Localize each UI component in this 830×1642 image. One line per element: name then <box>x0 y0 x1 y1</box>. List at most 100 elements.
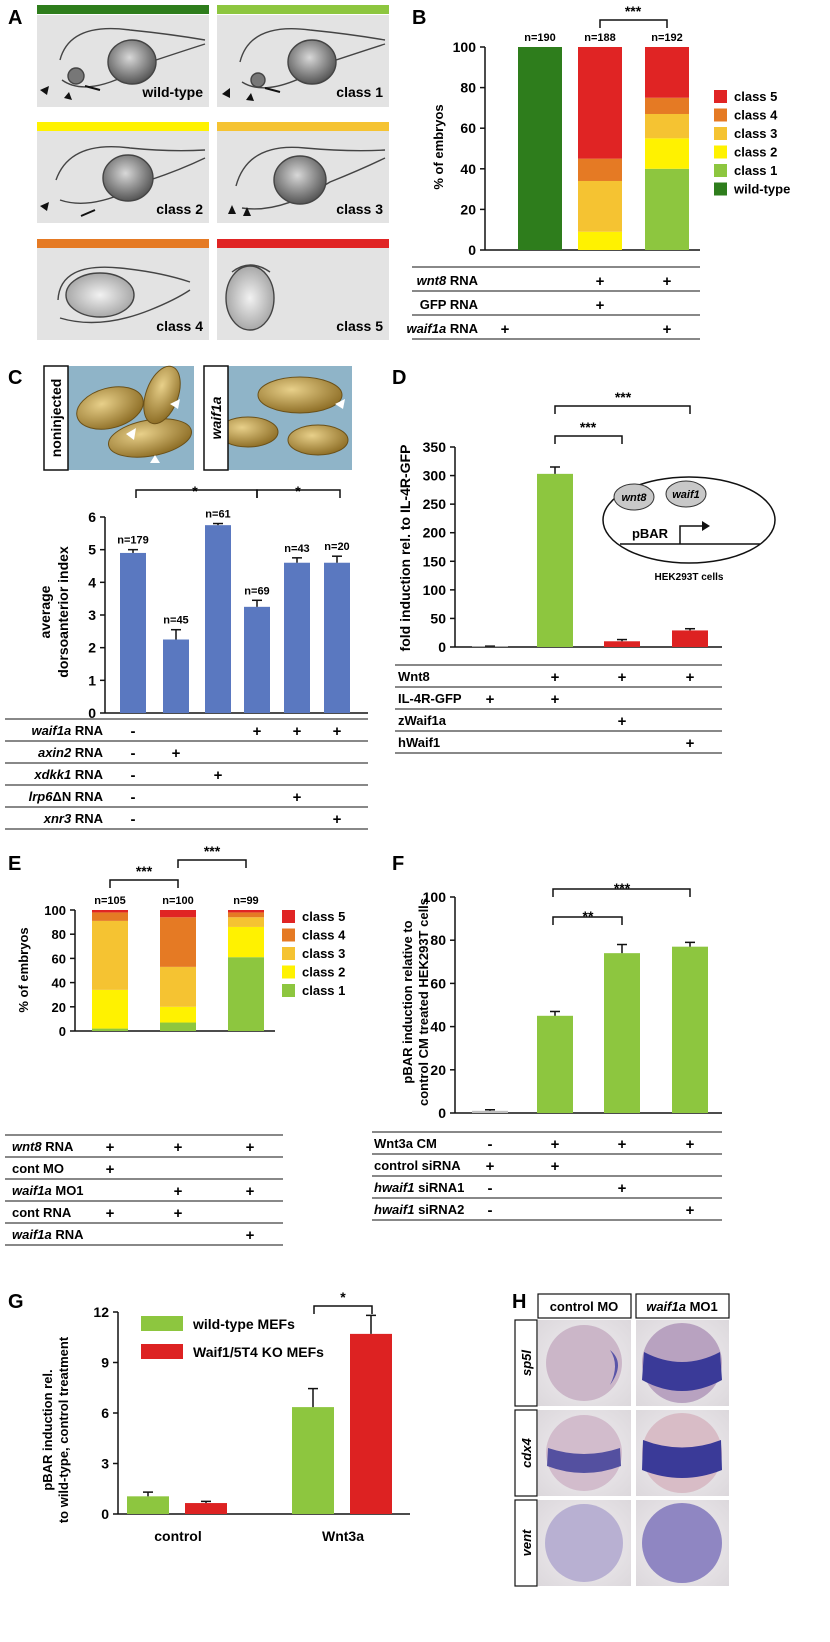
y-tick-label: 20 <box>52 1000 66 1015</box>
y-tick-label: 2 <box>88 640 96 656</box>
y-tick-label: 4 <box>88 574 96 590</box>
bar <box>163 639 189 713</box>
row-mark: + <box>618 713 627 730</box>
legend-swatch <box>714 145 727 159</box>
legend-entry: wild-type <box>733 182 790 197</box>
bar-segment <box>92 989 128 1029</box>
y-tick-label: 1 <box>88 672 96 688</box>
reporter-label: pBAR <box>632 526 669 541</box>
legend-swatch <box>141 1316 183 1331</box>
row-label: xdkk1 RNA <box>33 767 103 782</box>
row-label-italic: waif1a <box>31 723 71 738</box>
bar-segment <box>92 910 128 913</box>
class-label: class 2 <box>156 201 203 217</box>
y-tick-label: 100 <box>423 582 447 598</box>
condition-table: wnt8 RNA + + GFP RNA + waif1a RNA + + <box>406 266 700 340</box>
legend: class 5 class 4 class 3 class 2 class 1 wild-… <box>714 89 790 197</box>
row-label: GFP RNA <box>420 297 479 312</box>
legend-entry: class 5 <box>734 89 777 104</box>
expression-domain <box>610 1350 618 1385</box>
row-label-text: RNA <box>71 811 103 826</box>
legend-swatch <box>282 910 295 923</box>
expression-domain <box>547 1448 621 1473</box>
y-tick-label: 40 <box>430 1019 446 1035</box>
row-label-text: RNA <box>52 1227 84 1242</box>
bar-segment <box>92 912 128 921</box>
y-tick-label: 350 <box>423 439 447 455</box>
y-tick-label: 0 <box>438 1105 446 1121</box>
class-color-bar <box>37 239 209 248</box>
bar <box>324 562 350 713</box>
row-label-italic: xnr3 <box>43 811 72 826</box>
row-label: zWaif1a <box>398 713 447 728</box>
panel-letter-h: H <box>512 1291 526 1313</box>
row-mark: + <box>551 1158 560 1175</box>
legend-entry: class 4 <box>734 108 778 123</box>
y-tick-label: 100 <box>44 903 66 918</box>
legend-entry: class 5 <box>302 909 345 924</box>
row-label-italic: hwaif1 <box>374 1180 414 1195</box>
row-label-text: control siRNA <box>374 1158 461 1173</box>
y-tick-label: 20 <box>430 1062 446 1078</box>
row-mark: - <box>131 723 136 740</box>
row-label-box <box>514 1499 538 1587</box>
y-tick-label: 300 <box>423 468 447 484</box>
n-label: n=61 <box>205 509 230 521</box>
embryo <box>546 1325 622 1401</box>
row-mark: + <box>663 321 672 338</box>
y-axis-label: control CM treated HEK293T cells <box>416 898 431 1106</box>
row-mark: + <box>333 811 342 828</box>
y-axis-label: to wild-type, control treatment <box>56 1336 71 1523</box>
row-label-box <box>514 1319 538 1407</box>
legend-entry: class 2 <box>734 145 777 160</box>
row-label: hwaif1 siRNA1 <box>374 1180 464 1195</box>
bar-segment <box>645 97 689 114</box>
row-mark: + <box>172 745 181 762</box>
significance-label: * <box>295 483 301 499</box>
cell-type-label: HEK293T cells <box>655 572 724 583</box>
y-tick-label: 80 <box>52 927 66 942</box>
row-label-box <box>514 1409 538 1497</box>
promoter-arrowhead <box>702 521 710 531</box>
column-header: control MO <box>550 1299 619 1314</box>
plasmid-wnt8 <box>613 483 655 511</box>
row-mark: + <box>663 273 672 290</box>
expression-domain <box>642 1352 722 1391</box>
panel-letter-d: D <box>392 367 406 389</box>
row-label: cdx4 <box>519 1437 534 1467</box>
panel-letter-e: E <box>8 853 21 875</box>
row-label: sp5l <box>519 1350 534 1376</box>
row-mark: + <box>618 669 627 686</box>
row-mark: + <box>596 273 605 290</box>
significance-bracket <box>135 489 341 498</box>
bar <box>537 1015 573 1113</box>
row-label: waif1a RNA <box>406 321 478 336</box>
bar-segment <box>160 917 196 967</box>
row-mark: - <box>488 1136 493 1153</box>
bar-segment <box>645 168 689 250</box>
n-label: n=69 <box>244 585 269 597</box>
n-label: n=179 <box>117 535 149 547</box>
photo-label-box <box>43 365 69 471</box>
bar <box>350 1333 392 1514</box>
bar-segment <box>578 231 622 250</box>
class-label: wild-type <box>141 84 203 100</box>
bar-segment <box>578 180 622 232</box>
arrowhead-markers <box>40 86 254 216</box>
panel-letter-f: F <box>392 853 404 875</box>
class-color-bar <box>217 239 389 248</box>
row-label: cont MO <box>12 1161 64 1176</box>
y-tick-label: 150 <box>423 553 447 569</box>
row-mark: + <box>686 1136 695 1153</box>
y-tick-label: 200 <box>423 525 447 541</box>
chart-g: 0 3 6 9 12 wild-type MEFs Waif1/5T4 KO MEFs con… <box>93 1304 410 1544</box>
n-label: n=43 <box>284 543 309 555</box>
row-mark: + <box>293 723 302 740</box>
row-mark: + <box>596 297 605 314</box>
row-label: waif1a MO1 <box>12 1183 84 1198</box>
n-label: n=45 <box>163 615 188 627</box>
chart-e: 0 20 40 60 80 100 n=105 n=100 n=99 <box>44 895 275 1039</box>
bar-segment <box>228 912 264 918</box>
bar-segment <box>578 158 622 181</box>
